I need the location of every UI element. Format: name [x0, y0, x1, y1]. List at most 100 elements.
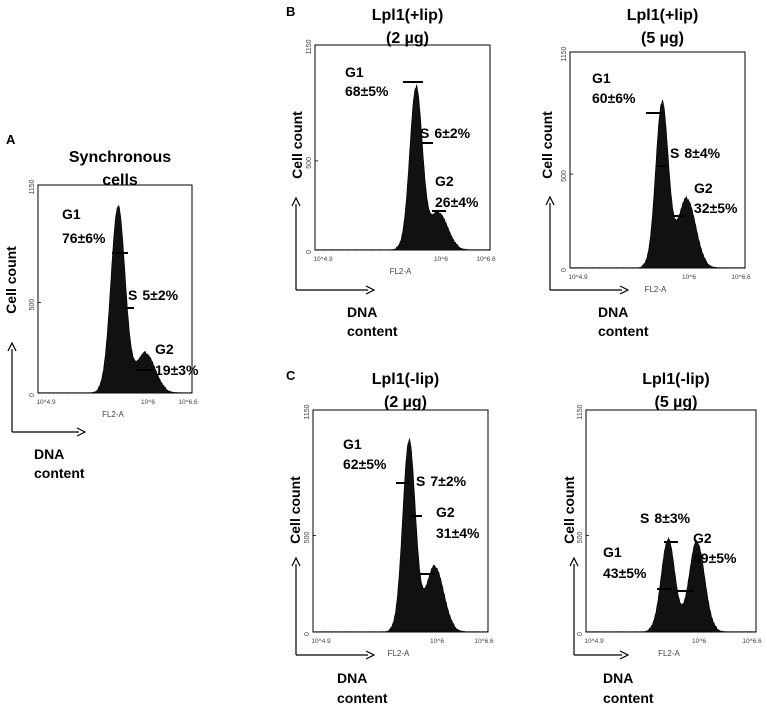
g1-value: 68±5% [345, 83, 389, 99]
g1-value: 43±5% [603, 565, 647, 581]
x-axis-label-line2: content [603, 690, 654, 706]
s-label: S [670, 145, 679, 161]
instrument-axis-label: FL2-A [645, 285, 667, 294]
histogram-panel-5: Lpl1(-lip) (5 µg) 0 500 1150 10^4.9 10^6 10^6.6… [561, 371, 762, 706]
g1-label: G1 [343, 436, 362, 452]
y-tick-label: 1150 [304, 404, 311, 419]
g2-value: 19±3% [155, 362, 199, 378]
chart-title: Lpl1(-lip) [372, 371, 440, 388]
y-arrow-head [291, 196, 301, 207]
s-label: S [128, 287, 137, 303]
x-tick-label: 10^4.9 [568, 274, 588, 281]
g1-value: 60±6% [592, 90, 636, 106]
s-value: 7±2% [430, 473, 466, 489]
histogram-panel-3: Lpl1(+lip) (5 µg) 0 500 1150 10^4.9 10^6 10^6.6… [539, 7, 751, 339]
g1-label: G1 [603, 544, 622, 560]
x-axis-label-line1: DNA [347, 304, 377, 320]
y-axis-label: Cell count [561, 476, 577, 544]
x-tick-label: 10^6.6 [476, 256, 496, 263]
s-phase-annotation: S 8±3% [640, 510, 691, 526]
y-tick-label: 500 [304, 532, 311, 544]
x-axis-label-line1: DNA [337, 670, 367, 686]
s-phase-annotation: S 7±2% [416, 473, 467, 489]
plot-frame [314, 44, 491, 251]
dna-histogram [37, 205, 193, 394]
x-tick-label: 10^6.6 [178, 399, 198, 406]
x-arrow-head [619, 285, 630, 295]
y-tick-label: 500 [306, 157, 313, 169]
panel-label-c: C [286, 368, 296, 383]
y-tick-label: 500 [577, 532, 584, 544]
instrument-axis-label: FL2-A [102, 410, 124, 419]
y-tick-label: 500 [29, 299, 36, 311]
x-axis-label-line2: content [598, 323, 649, 339]
x-tick-label: 10^4.9 [584, 638, 604, 645]
x-axis-label-line1: DNA [598, 304, 628, 320]
histogram-panel-1: Synchronous cells 0 500 1150 10^4.9 10^6 10^6.6… [3, 149, 199, 481]
y-tick-label: 1150 [561, 46, 568, 61]
y-tick-label: 1150 [577, 404, 584, 419]
x-tick-label: 10^6 [692, 638, 706, 645]
g1-label: G1 [62, 206, 81, 222]
s-value: 6±2% [434, 125, 470, 141]
g2-label: G2 [436, 504, 455, 520]
x-tick-label: 10^6.6 [474, 638, 494, 645]
chart-subtitle: (2 µg) [386, 30, 429, 47]
y-tick-label: 0 [577, 632, 584, 636]
chart-title: Lpl1(-lip) [642, 371, 710, 388]
y-tick-label: 0 [304, 632, 311, 636]
x-tick-label: 10^6 [434, 256, 448, 263]
y-tick-label: 500 [561, 170, 568, 182]
y-arrow-head [569, 556, 579, 567]
g1-value: 76±6% [62, 230, 106, 246]
x-axis-label-line1: DNA [603, 670, 633, 686]
chart-subtitle: (2 µg) [384, 394, 427, 411]
y-tick-label: 1150 [29, 179, 36, 194]
g2-label: G2 [155, 341, 174, 357]
dna-histogram [569, 99, 746, 269]
x-tick-label: 10^4.9 [311, 638, 331, 645]
x-arrow-head [76, 427, 87, 437]
x-tick-label: 10^6 [141, 399, 155, 406]
instrument-axis-label: FL2-A [390, 267, 412, 276]
g2-label: G2 [435, 173, 454, 189]
s-label: S [640, 510, 649, 526]
chart-subtitle: (5 µg) [655, 394, 698, 411]
x-arrow-head [365, 285, 376, 295]
dna-histogram [312, 438, 489, 633]
g1-value: 62±5% [343, 456, 387, 472]
s-phase-annotation: S 6±2% [420, 125, 471, 141]
y-tick-label: 0 [561, 268, 568, 272]
dna-histogram [314, 83, 491, 251]
g2-value: 31±4% [436, 525, 480, 541]
s-value: 8±3% [654, 510, 690, 526]
chart-title: Lpl1(+lip) [372, 7, 444, 24]
s-phase-annotation: S 8±4% [670, 145, 721, 161]
chart-title: Lpl1(+lip) [627, 7, 699, 24]
x-tick-label: 10^6.6 [742, 638, 762, 645]
dna-histogram [585, 536, 757, 633]
x-axis-label-line2: content [347, 323, 398, 339]
x-tick-label: 10^4.9 [313, 256, 333, 263]
s-value: 8±4% [684, 145, 720, 161]
panel-label-a: A [6, 132, 16, 147]
g1-label: G1 [345, 64, 364, 80]
s-label: S [416, 473, 425, 489]
x-axis-label-line2: content [34, 465, 85, 481]
instrument-axis-label: FL2-A [658, 649, 680, 658]
x-arrow-head [365, 650, 376, 660]
y-arrow-head [7, 341, 17, 352]
histogram-panel-2: Lpl1(+lip) (2 µg) 0 500 1150 10^4.9 10^6 10^6.6… [289, 7, 496, 339]
s-label: S [420, 125, 429, 141]
y-tick-label: 1150 [306, 39, 313, 54]
g2-label: G2 [694, 180, 713, 196]
panel-label-b: B [286, 4, 295, 19]
y-arrow-head [545, 195, 555, 206]
x-tick-label: 10^6.6 [731, 274, 751, 281]
y-axis-label: Cell count [539, 111, 555, 179]
x-tick-label: 10^4.9 [36, 399, 56, 406]
x-axis-label-line2: content [337, 690, 388, 706]
g2-label: G2 [693, 530, 712, 546]
g1-label: G1 [592, 70, 611, 86]
